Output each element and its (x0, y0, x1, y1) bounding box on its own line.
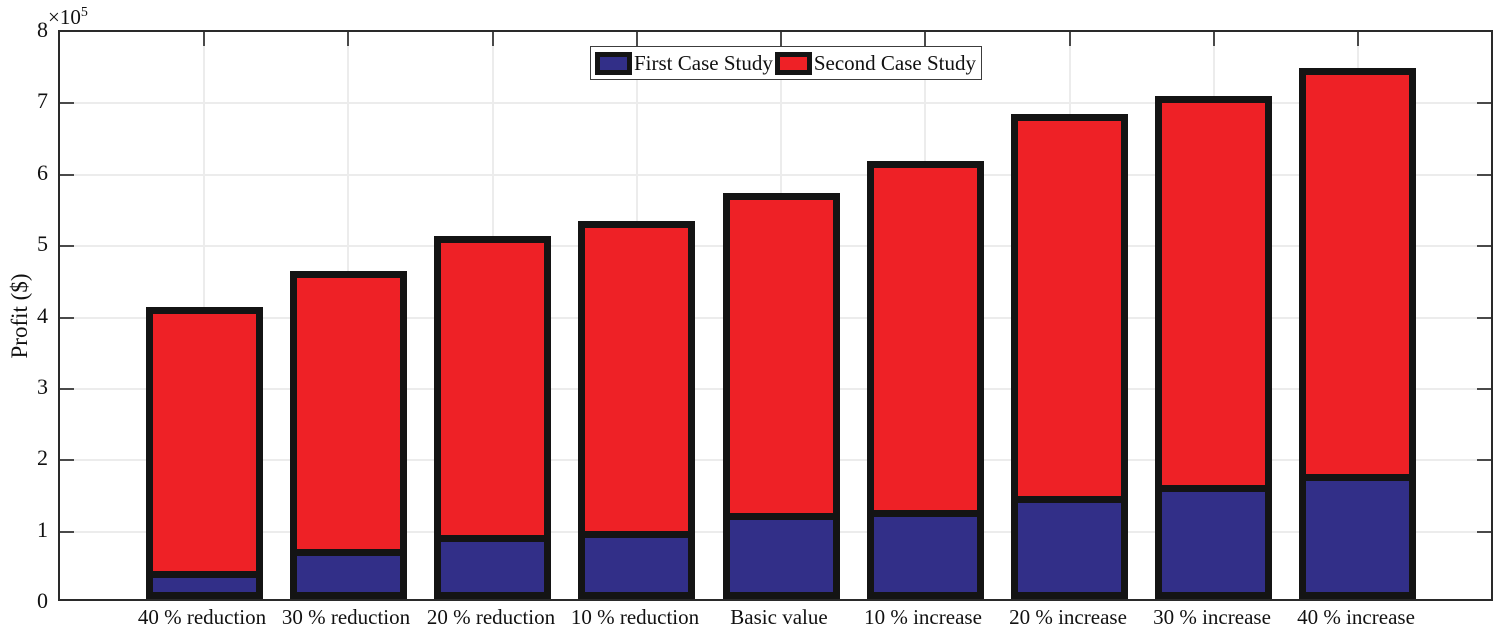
stacked-bar (1155, 96, 1272, 599)
y-axis-exponent: ×105 (48, 0, 88, 30)
legend: First Case Study Second Case Study (590, 46, 983, 80)
second-case-segment (297, 278, 400, 549)
y-tick-label: 3 (37, 374, 48, 399)
stacked-bar (146, 307, 263, 599)
stacked-bar (723, 193, 840, 599)
y-axis-exponent-power: 5 (80, 5, 88, 20)
y-tick-mark-left (60, 245, 74, 248)
second-case-segment (1162, 103, 1265, 485)
y-tick-mark-right (1477, 245, 1491, 248)
h-gridline (60, 173, 1491, 176)
y-tick-label: 0 (37, 588, 48, 613)
first-case-segment (1162, 492, 1265, 592)
second-case-segment (441, 243, 544, 535)
y-tick-label: 6 (37, 160, 48, 185)
y-tick-mark-right (1477, 530, 1491, 533)
first-case-segment (441, 542, 544, 592)
x-tick-mark-top (1068, 32, 1071, 46)
x-tick-label: Basic value (730, 605, 828, 629)
first-case-segment (874, 517, 977, 592)
y-tick-mark-left (60, 387, 74, 390)
legend-label: First Case Study (634, 51, 773, 75)
y-tick-mark-left (60, 530, 74, 533)
plot-area: First Case Study Second Case Study (58, 30, 1493, 601)
stacked-bar (1011, 114, 1128, 599)
y-tick-mark-left (60, 316, 74, 319)
x-tick-mark-top (1212, 32, 1215, 46)
y-tick-label: 8 (37, 17, 48, 42)
legend-swatch (774, 51, 812, 75)
second-case-segment (730, 200, 833, 513)
x-tick-mark-top (203, 32, 206, 46)
y-tick-mark-right (1477, 387, 1491, 390)
stacked-bar (434, 236, 551, 599)
first-case-segment (1306, 481, 1409, 592)
first-case-segment (297, 556, 400, 592)
y-tick-mark-left (60, 102, 74, 105)
x-tick-mark-top (347, 32, 350, 46)
x-tick-label: 30 % reduction (281, 605, 411, 629)
legend-item: Second Case Study (774, 49, 978, 77)
first-case-segment (1018, 503, 1121, 592)
second-case-segment (153, 314, 256, 571)
segment-divider (1162, 485, 1265, 492)
y-tick-label: 7 (37, 88, 48, 113)
stacked-bar (290, 271, 407, 599)
first-case-segment (153, 578, 256, 592)
x-tick-label: 40 % reduction (137, 605, 267, 629)
segment-divider (441, 535, 544, 542)
x-tick-mark-top (924, 32, 927, 46)
y-tick-label: 2 (37, 445, 48, 470)
x-tick-label: 20 % increase (1009, 605, 1127, 629)
x-tick-label: 20 % reduction (426, 605, 556, 629)
segment-divider (730, 513, 833, 520)
stacked-bar (578, 221, 695, 599)
y-tick-label: 5 (37, 231, 48, 256)
second-case-segment (874, 168, 977, 510)
segment-divider (585, 531, 688, 538)
legend-swatch (595, 51, 632, 75)
x-tick-mark-top (780, 32, 783, 46)
x-tick-label: 10 % reduction (570, 605, 700, 629)
y-tick-mark-left (60, 459, 74, 462)
segment-divider (1018, 496, 1121, 503)
stacked-bar (1299, 68, 1416, 599)
y-tick-mark-right (1477, 173, 1491, 176)
x-tick-label: 40 % increase (1297, 605, 1415, 629)
y-tick-mark-right (1477, 316, 1491, 319)
first-case-segment (585, 538, 688, 592)
segment-divider (297, 549, 400, 556)
y-tick-mark-left (60, 173, 74, 176)
second-case-segment (585, 228, 688, 531)
x-tick-mark-top (491, 32, 494, 46)
legend-label: Second Case Study (813, 51, 977, 75)
y-tick-label: 4 (37, 303, 48, 328)
x-tick-mark-top (1356, 32, 1359, 46)
x-tick-label: 30 % increase (1153, 605, 1271, 629)
y-axis-exponent-base: ×10 (48, 5, 81, 29)
y-tick-mark-right (1477, 459, 1491, 462)
x-tick-label: 10 % increase (864, 605, 982, 629)
legend-item: First Case Study (595, 49, 775, 77)
segment-divider (874, 510, 977, 517)
h-gridline (60, 102, 1491, 105)
segment-divider (1306, 474, 1409, 481)
first-case-segment (730, 520, 833, 592)
second-case-segment (1306, 75, 1409, 474)
legend-items: First Case Study Second Case Study (595, 49, 978, 77)
stacked-bar (867, 161, 984, 599)
y-tick-label: 1 (37, 517, 48, 542)
x-tick-mark-top (635, 32, 638, 46)
second-case-segment (1018, 121, 1121, 496)
y-tick-mark-right (1477, 102, 1491, 105)
segment-divider (153, 571, 256, 578)
